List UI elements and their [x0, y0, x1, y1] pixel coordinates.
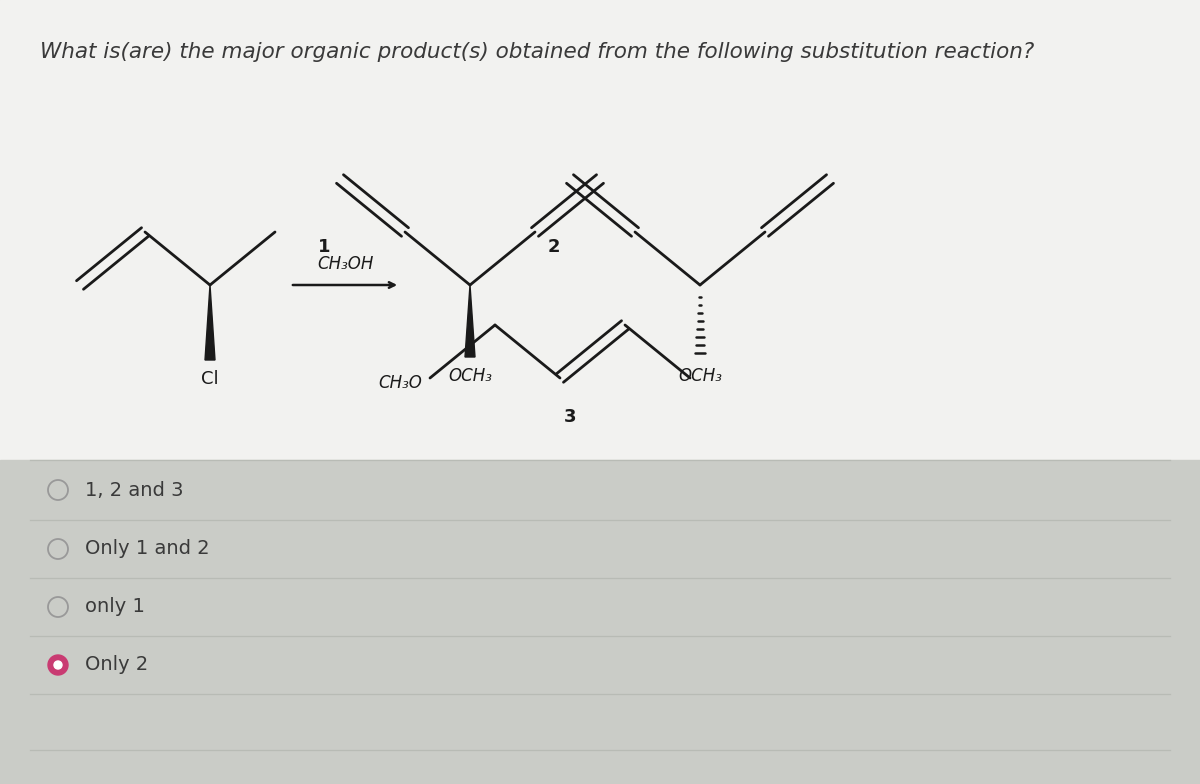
Text: Only 2: Only 2	[85, 655, 149, 674]
Text: CH₃OH: CH₃OH	[317, 255, 373, 273]
Text: Cl: Cl	[202, 370, 218, 388]
Text: 3: 3	[564, 408, 576, 426]
Text: What is(are) the major organic product(s) obtained from the following substituti: What is(are) the major organic product(s…	[40, 42, 1034, 62]
Text: Only 1 and 2: Only 1 and 2	[85, 539, 210, 558]
Text: OCH₃: OCH₃	[678, 367, 722, 385]
Circle shape	[54, 661, 62, 669]
Text: CH₃O: CH₃O	[378, 374, 422, 392]
Circle shape	[48, 655, 68, 675]
Text: 1, 2 and 3: 1, 2 and 3	[85, 481, 184, 499]
Text: only 1: only 1	[85, 597, 145, 616]
Text: OCH₃: OCH₃	[448, 367, 492, 385]
Bar	[0, 460, 1200, 784]
Bar	[0, 0, 1200, 460]
Polygon shape	[466, 285, 475, 357]
Text: 1: 1	[318, 238, 330, 256]
Polygon shape	[205, 285, 215, 360]
Text: 2: 2	[547, 238, 560, 256]
